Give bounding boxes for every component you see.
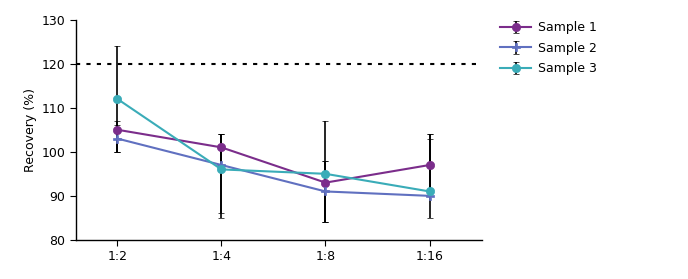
Y-axis label: Recovery (%): Recovery (%) — [24, 88, 37, 172]
Legend: Sample 1, Sample 2, Sample 3: Sample 1, Sample 2, Sample 3 — [500, 21, 596, 75]
